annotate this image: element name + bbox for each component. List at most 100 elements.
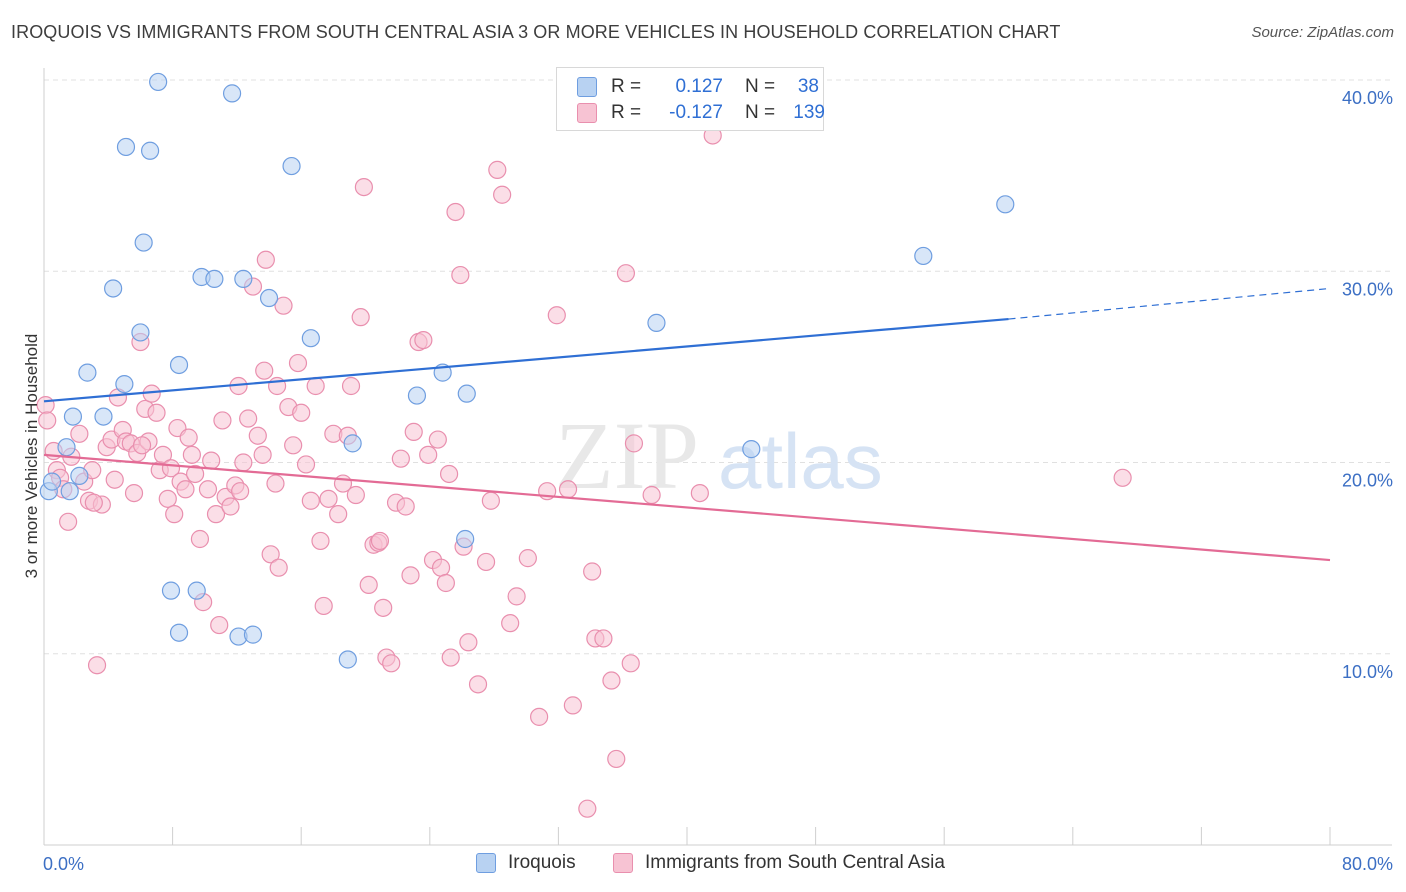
source-label: Source: ZipAtlas.com bbox=[1251, 24, 1394, 41]
immigrants-point bbox=[374, 598, 393, 617]
immigrants-point bbox=[38, 411, 57, 430]
immigrants-point bbox=[256, 250, 275, 269]
iroquois-point bbox=[338, 650, 357, 669]
immigrants-point bbox=[563, 696, 582, 715]
immigrants-point bbox=[414, 331, 433, 350]
immigrants-point bbox=[382, 654, 401, 673]
immigrants-point bbox=[602, 671, 621, 690]
immigrants-point bbox=[493, 185, 512, 204]
immigrants-point bbox=[558, 480, 578, 499]
immigrants-point bbox=[1113, 468, 1132, 487]
immigrants-point bbox=[346, 485, 365, 505]
iroquois-point bbox=[205, 269, 224, 288]
iroquois-trendline-extension bbox=[1008, 287, 1331, 320]
immigrants-point bbox=[87, 656, 107, 675]
immigrants-point bbox=[213, 411, 232, 430]
iroquois-point bbox=[742, 440, 761, 459]
iroquois-point bbox=[104, 279, 123, 298]
immigrants-point bbox=[70, 424, 89, 443]
iroquois-point bbox=[70, 466, 89, 485]
immigrants-point bbox=[451, 265, 470, 285]
immigrants-point bbox=[198, 480, 218, 499]
watermark-atlas: atlas bbox=[718, 417, 883, 505]
immigrants-point bbox=[210, 615, 229, 635]
legend-r-label: R = bbox=[611, 102, 642, 123]
iroquois-point bbox=[169, 623, 189, 642]
legend-n-value: 139 bbox=[793, 102, 825, 123]
immigrants-point bbox=[401, 566, 420, 585]
immigrants-point bbox=[274, 296, 293, 315]
immigrants-point bbox=[459, 633, 478, 652]
legend-r-value: -0.127 bbox=[669, 102, 723, 123]
immigrants-point bbox=[431, 558, 451, 577]
immigrants-point bbox=[153, 445, 173, 464]
bottom-legend-swatch-immigrants bbox=[613, 853, 633, 873]
immigrants-point bbox=[507, 587, 526, 606]
immigrants-point bbox=[419, 445, 438, 464]
bottom-legend-immigrants: Immigrants from South Central Asia bbox=[613, 852, 945, 874]
iroquois-point bbox=[343, 434, 362, 453]
immigrants-point bbox=[147, 403, 166, 422]
iroquois-point bbox=[78, 363, 97, 382]
legend-r-value: 0.127 bbox=[675, 76, 723, 97]
iroquois-point bbox=[259, 288, 279, 308]
immigrants-point bbox=[488, 160, 507, 179]
immigrants-point bbox=[158, 489, 177, 508]
legend-n-label: N = bbox=[745, 76, 776, 97]
immigrants-point bbox=[341, 376, 361, 396]
chart-title: IROQUOIS VS IMMIGRANTS FROM SOUTH CENTRA… bbox=[11, 22, 1061, 42]
immigrants-point bbox=[105, 470, 124, 489]
legend-row-immigrants: R = -0.127 N = 139 bbox=[577, 100, 825, 126]
bottom-legend-label-immigrants: Immigrants from South Central Asia bbox=[645, 852, 945, 873]
immigrants-point bbox=[396, 497, 415, 516]
immigrants-point bbox=[351, 308, 370, 327]
immigrants-point bbox=[370, 531, 390, 551]
immigrants-point bbox=[269, 558, 288, 577]
immigrants-point bbox=[84, 493, 103, 512]
bottom-legend-swatch-iroquois bbox=[476, 853, 496, 873]
iroquois-point bbox=[131, 323, 150, 342]
x-tick-label: 0.0% bbox=[43, 854, 84, 874]
iroquois-point bbox=[243, 625, 263, 644]
immigrants-point bbox=[616, 264, 636, 283]
legend-r-label: R = bbox=[611, 76, 642, 97]
immigrants-point bbox=[261, 545, 280, 564]
immigrants-point bbox=[359, 575, 378, 595]
immigrants-point bbox=[206, 505, 226, 524]
iroquois-point bbox=[42, 472, 62, 491]
immigrants-point bbox=[547, 306, 566, 325]
iroquois-point bbox=[149, 72, 168, 92]
immigrants-point bbox=[253, 445, 272, 464]
legend-swatch-iroquois bbox=[577, 77, 597, 97]
immigrants-point bbox=[441, 648, 460, 667]
immigrants-point bbox=[221, 497, 240, 516]
iroquois-point bbox=[234, 269, 253, 288]
immigrants-point bbox=[176, 480, 195, 499]
y-tick-label: 40.0% bbox=[1342, 88, 1393, 108]
immigrants-point bbox=[436, 573, 455, 593]
legend-swatch-immigrants bbox=[577, 103, 597, 123]
iroquois-point bbox=[140, 141, 160, 160]
iroquois-point bbox=[187, 581, 206, 600]
y-axis-label: 3 or more Vehicles in Household bbox=[22, 334, 41, 579]
immigrants-point bbox=[468, 675, 488, 694]
iroquois-point bbox=[169, 355, 189, 375]
axes bbox=[43, 68, 1392, 846]
iroquois-point bbox=[161, 581, 181, 600]
immigrants-points bbox=[36, 126, 1132, 818]
iroquois-point bbox=[301, 329, 320, 348]
legend-row-iroquois: R = 0.127 N = 38 bbox=[577, 74, 819, 100]
immigrants-point bbox=[607, 749, 626, 769]
iroquois-point bbox=[914, 246, 933, 266]
immigrants-point bbox=[391, 449, 410, 468]
immigrants-point bbox=[248, 426, 267, 445]
immigrants-point bbox=[530, 707, 549, 726]
immigrants-point bbox=[501, 614, 520, 633]
x-tick-label: 80.0% bbox=[1342, 854, 1393, 874]
trendlines bbox=[43, 287, 1331, 562]
grid bbox=[44, 79, 1392, 655]
immigrants-point bbox=[284, 436, 303, 455]
iroquois-point bbox=[57, 438, 76, 457]
immigrants-point bbox=[690, 484, 709, 503]
